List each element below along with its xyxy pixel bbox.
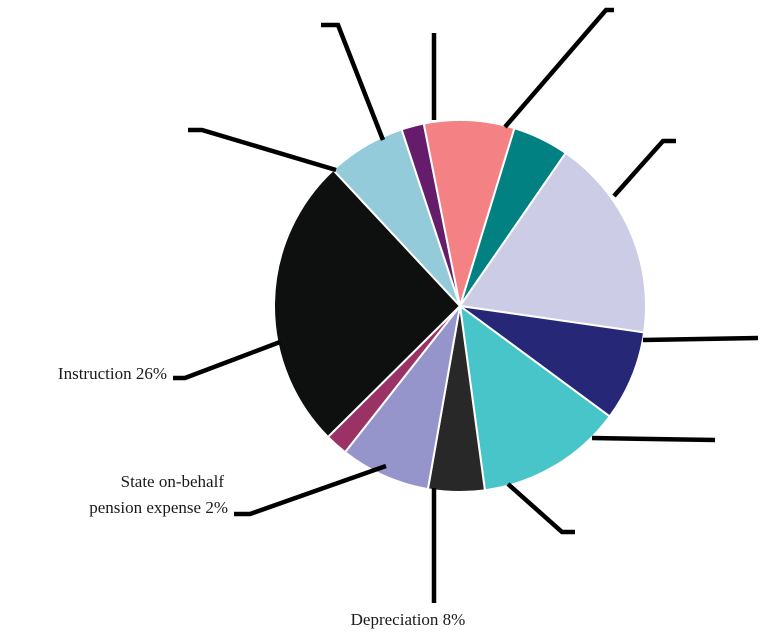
leader-line-6	[506, 482, 575, 535]
pie-slice-5	[343, 305, 461, 491]
label-instruction: Instruction 26%	[58, 364, 167, 383]
pie-slice-7	[273, 168, 462, 439]
label-depreciation: Depreciation 8%	[351, 610, 466, 629]
pie-slice-1	[458, 151, 647, 334]
leader-line-9	[173, 339, 281, 381]
pie-slice-10	[422, 119, 516, 307]
slice-labels: Instruction 26% State on-behalf pension …	[58, 364, 465, 629]
leader-lines	[173, 7, 759, 603]
leader-line-0	[321, 22, 386, 141]
leader-line-8	[234, 463, 387, 517]
leader-line-2	[503, 7, 614, 129]
label-state-pension-line-2: pension expense 2%	[89, 498, 228, 517]
pie-slice-2	[459, 305, 646, 418]
pie-slice-3	[458, 303, 612, 492]
leader-line-10	[188, 127, 337, 173]
label-state-pension-line-1: State on-behalf	[121, 472, 225, 491]
leader-line-4	[642, 335, 759, 343]
pie-slices	[273, 119, 647, 493]
leader-line-5	[591, 435, 716, 443]
leader-line-3	[612, 138, 676, 198]
